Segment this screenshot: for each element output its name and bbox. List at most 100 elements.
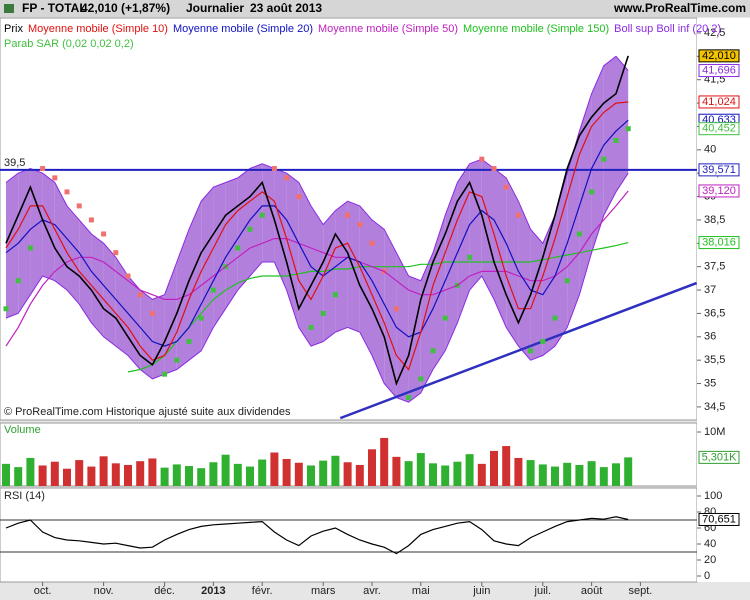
volume-bar [526,460,535,486]
sar-dot [186,338,192,344]
bollinger-fill [469,159,482,291]
sar-dot [15,278,21,284]
volume-bar [624,457,633,486]
x-tick-label: déc. [154,585,175,597]
header-period: Journalier [186,1,244,15]
bollinger-fill [30,168,43,295]
sar-dot [320,310,326,316]
bollinger-fill [567,131,580,328]
volume-bar [465,454,474,486]
sar-dot [442,315,448,321]
sar-dot [76,203,82,209]
moving-average [5,119,629,347]
volume-bar [355,464,364,486]
sar-dot [296,194,302,200]
y-tick-label: 36,5 [704,307,725,319]
volume-bar [209,462,218,486]
sar-dot [418,376,424,382]
volume-bar [63,468,71,486]
volume-bar [392,456,401,486]
volume-bar [490,450,498,486]
x-tick-label: oct. [34,585,52,597]
sar-dot [27,245,33,251]
volume-bar [233,463,242,486]
bollinger-fill [225,177,238,309]
sar-dot [198,315,204,321]
y-tick-label: 10M [704,426,725,438]
bollinger-fill [311,205,324,347]
value-box [698,236,740,250]
y-tick-label: 42,5 [704,27,725,39]
x-tick-label: juil. [534,585,552,597]
value-box-label: 5,301K [702,451,738,463]
value-box-label: 39,120 [702,185,736,197]
x-tick-label: avr. [363,585,381,597]
sar-dot [174,357,180,363]
sar-dot [210,287,216,293]
header-date: 23 août 2013 [250,1,322,15]
volume-bar [514,457,523,486]
bollinger-fill [6,173,19,319]
bollinger-fill [67,205,80,305]
bollinger-fill [164,262,177,375]
y-tick-label: 37,5 [704,261,725,273]
sar-dot [369,240,375,246]
sar-dot [162,371,168,377]
volume-bar [197,468,206,486]
sar-dot [515,212,521,218]
volume-bar [587,461,596,486]
bollinger-fill [616,56,629,192]
legend-entry: Parab SAR (0,02 0,02 0,2) [4,38,134,50]
sar-dot [393,306,399,312]
moving-average [5,190,629,347]
volume-bar [368,449,376,486]
volume-bar [87,466,96,486]
bollinger-fill [481,159,494,300]
sar-dot [540,338,546,344]
sar-dot [601,156,607,162]
volume-bar [538,464,547,486]
bollinger-fill [18,168,31,314]
bollinger-fill [128,276,141,370]
bollinger-fill [323,210,336,342]
bollinger-fill [250,163,263,277]
volume-bar [551,466,559,486]
y-tick-label: 37 [704,284,716,296]
value-box-label: 39,571 [702,164,736,176]
volume-bar [172,464,181,486]
volume-bar [563,462,572,486]
y-tick-label: 38,5 [704,214,725,226]
sar-dot [284,175,290,181]
volume-bar [307,465,315,486]
volume-bar [477,463,486,486]
value-box-label: 40,452 [702,123,736,135]
volume-bar [124,464,132,486]
sar-dot [503,184,509,190]
volume-bar [599,467,608,486]
volume-bar [75,460,84,486]
legend-entry: Moyenne mobile (Simple 10) [28,23,168,35]
volume-bar [2,463,10,486]
x-tick-label: févr. [252,585,273,597]
volume-bar [416,453,425,486]
value-box [698,184,740,198]
bollinger-fill [298,182,311,347]
header-icon [4,4,14,13]
footnote: © ProRealTime.com Historique ajusté suit… [4,406,291,418]
value-box [698,512,740,526]
volume-bar [246,466,254,486]
volume-bar [111,463,120,486]
volume-bar [221,454,230,486]
bollinger-fill [347,201,360,333]
value-box [698,49,740,63]
sar-dot [52,175,58,181]
bollinger-fill [103,243,116,347]
trend-line [339,281,697,420]
bollinger-fill [176,229,189,370]
volume-bar [38,465,47,486]
y-tick-label: 35,5 [704,354,725,366]
volume-bar [148,458,157,486]
y-tick-label: 40 [704,538,716,550]
sar-dot [101,231,107,237]
